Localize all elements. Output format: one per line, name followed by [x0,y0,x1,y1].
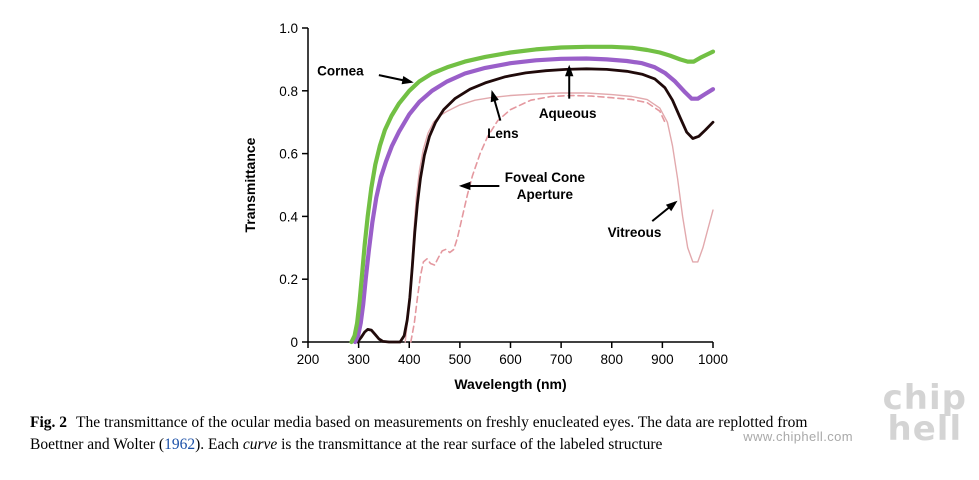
annotation-lens-label: Lens [487,126,519,141]
curve-foveal-cone-aperture [410,94,666,343]
y-tick-label: 0.4 [279,209,298,224]
caption-text-italic: curve [242,436,278,453]
annotation-vitreous-arrowhead [665,200,678,212]
y-tick-label: 0 [290,335,298,350]
annotation-aqueous-arrowhead [565,64,574,77]
x-axis-title: Wavelength (nm) [454,376,566,392]
x-tick-label: 300 [347,352,370,367]
caption-text-normal: The transmittance of the ocular media ba… [76,414,808,431]
annotation-lens-arrowhead [490,90,499,103]
y-tick-label: 0.2 [279,272,298,287]
x-tick-label: 400 [398,352,421,367]
citation-link[interactable]: 1962 [164,436,196,453]
curve-vitreous [404,92,714,343]
annotation-vitreous-label: Vitreous [608,225,662,240]
y-tick-label: 1.0 [279,21,298,36]
y-axis-title: Transmittance [242,137,258,232]
chiphell-logo-line2: hell [887,409,963,449]
chiphell-logo-icon: chip hell [882,378,967,449]
figure-caption: Fig. 2 The transmittance of the ocular me… [30,412,946,456]
chiphell-logo-line1: chip [882,378,967,418]
y-tick-label: 0.8 [279,84,298,99]
annotation-cornea-arrowhead [401,76,414,85]
x-tick-label: 200 [297,352,320,367]
annotation-foveal-cone-label: Aperture [517,187,574,202]
x-tick-label: 500 [449,352,472,367]
caption-text-normal: ). Each [195,436,243,453]
x-tick-label: 900 [651,352,674,367]
annotation-aqueous-label: Aqueous [539,106,597,121]
x-tick-label: 700 [550,352,573,367]
annotation-foveal-cone-arrowhead [458,181,471,191]
curve-cornea [349,44,716,345]
transmittance-chart: 200 300 400 500 600 700 800 900 1000 0 0.2 0.4 0.6 0.… [242,21,728,392]
annotation-foveal-cone-label: Foveal Cone [505,170,586,185]
x-tick-label: 600 [499,352,522,367]
y-tick-label: 0.6 [279,147,298,162]
caption-text-normal: is the transmittance at the rear surface… [277,436,663,453]
annotation-cornea-label: Cornea [317,63,364,78]
x-tick-label: 800 [600,352,623,367]
watermark-url: www.chiphell.com [743,429,853,444]
x-tick-label: 1000 [698,352,728,367]
curve-aqueous [353,56,716,345]
curve-lens [356,67,715,344]
caption-text-normal: Boettner and Wolter ( [30,436,165,453]
caption-text-bold: Fig. 2 [30,414,68,431]
